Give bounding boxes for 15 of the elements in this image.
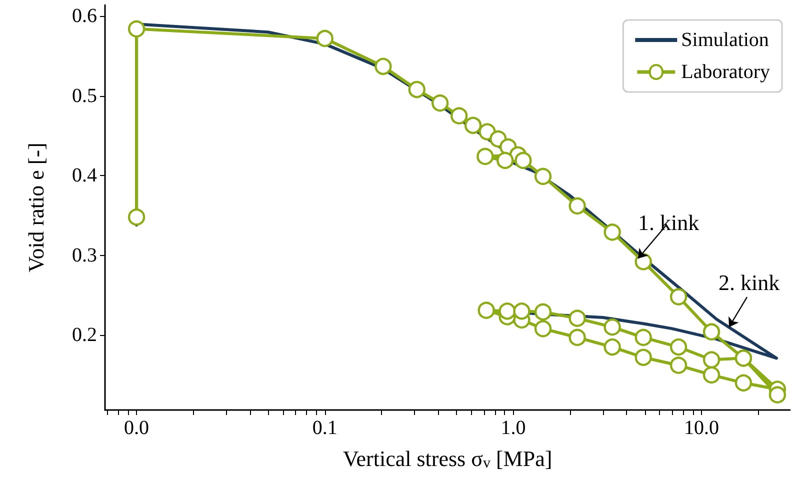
y-axis-title: Void ratio e [-] xyxy=(24,142,48,272)
y-tick-label: 0.6 xyxy=(72,5,97,28)
x-tick-label: 10.0 xyxy=(684,417,720,439)
x-tick-label: 0.1 xyxy=(312,417,338,439)
y-tick-label: 0.4 xyxy=(72,164,97,187)
y-tick-label: 0.5 xyxy=(72,84,97,107)
x-axis-title: Vertical stress σv [MPa] xyxy=(342,446,552,472)
y-tick-label: 0.2 xyxy=(72,324,97,346)
annotation: 2. kink xyxy=(718,270,780,296)
x-tick-label: 1.0 xyxy=(500,417,526,439)
legend-label: Simulation xyxy=(681,29,769,51)
legend-label: Laboratory xyxy=(681,61,770,83)
annotation: 1. kink xyxy=(638,210,700,235)
x-tick-label: 0.0 xyxy=(124,417,150,439)
y-tick-label: 0.3 xyxy=(72,244,97,266)
